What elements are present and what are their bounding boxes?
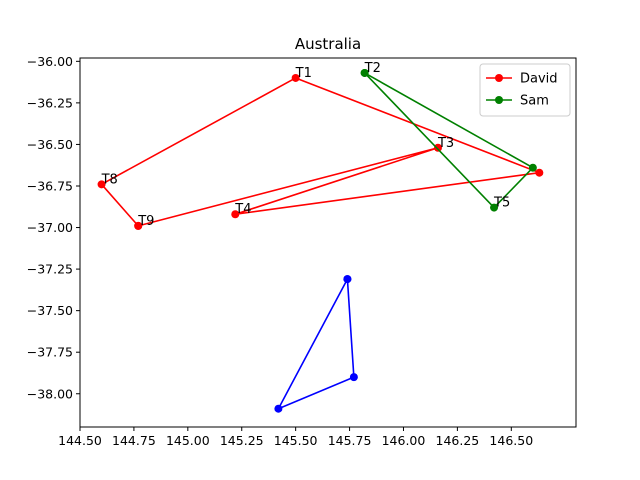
x-tick-label: 144.50 [58, 433, 102, 448]
x-tick-label: 146.50 [489, 433, 533, 448]
data-point-unnamed [343, 275, 352, 284]
point-label: T5 [493, 196, 510, 211]
legend-label: David [520, 72, 558, 87]
legend: David Sam [479, 63, 571, 117]
point-labels: T9 T8 T1 T4 T3 T2 T5 [101, 61, 511, 229]
x-tick-label: 145.75 [328, 433, 372, 448]
y-axis: −36.00 −36.25 −36.50 −36.75 −37.00 −37.25 −37.… [27, 54, 80, 401]
data-point-sam [360, 68, 369, 77]
x-tick-label: 145.25 [220, 433, 264, 448]
y-tick-label: −36.25 [27, 95, 73, 110]
data-point-sam [528, 163, 537, 172]
data-point-david [231, 210, 240, 219]
point-label: T1 [295, 66, 312, 81]
x-axis: 144.50 144.75 145.00 145.25 145.50 145.75 146.… [58, 427, 533, 448]
point-label: T9 [137, 214, 154, 229]
x-tick-label: 144.75 [112, 433, 156, 448]
y-tick-label: −37.75 [27, 345, 73, 360]
data-point-david [97, 180, 106, 189]
point-label: T4 [234, 202, 251, 217]
series-line-unnamed [277, 278, 355, 410]
point-label: T8 [101, 172, 118, 187]
point-label: T2 [364, 61, 381, 76]
data-point-david [134, 221, 143, 230]
y-tick-label: −37.50 [27, 303, 73, 318]
x-tick-label: 146.00 [382, 433, 426, 448]
y-tick-label: −37.25 [27, 262, 73, 277]
y-tick-label: −38.00 [27, 386, 73, 401]
data-point-unnamed [349, 373, 358, 382]
data-point-david [535, 168, 544, 177]
series-layer [97, 68, 544, 413]
data-point-david [433, 143, 442, 152]
y-tick-label: −36.75 [27, 178, 73, 193]
y-tick-label: −36.00 [27, 54, 73, 69]
data-point-sam [490, 203, 499, 212]
data-point-unnamed [274, 404, 283, 413]
data-point-david [291, 73, 300, 82]
legend-marker [495, 96, 503, 104]
legend-label: Sam [520, 94, 549, 109]
plot-frame [79, 57, 577, 428]
x-tick-label: 145.00 [166, 433, 210, 448]
series-line-sam [364, 72, 534, 209]
x-tick-label: 145.50 [274, 433, 318, 448]
point-label: T3 [437, 136, 454, 151]
y-tick-label: −36.50 [27, 137, 73, 152]
y-tick-label: −37.00 [27, 220, 73, 235]
chart-title: Australia [295, 35, 361, 53]
x-tick-label: 146.25 [436, 433, 480, 448]
plot-background [80, 58, 576, 427]
legend-marker [495, 74, 503, 82]
